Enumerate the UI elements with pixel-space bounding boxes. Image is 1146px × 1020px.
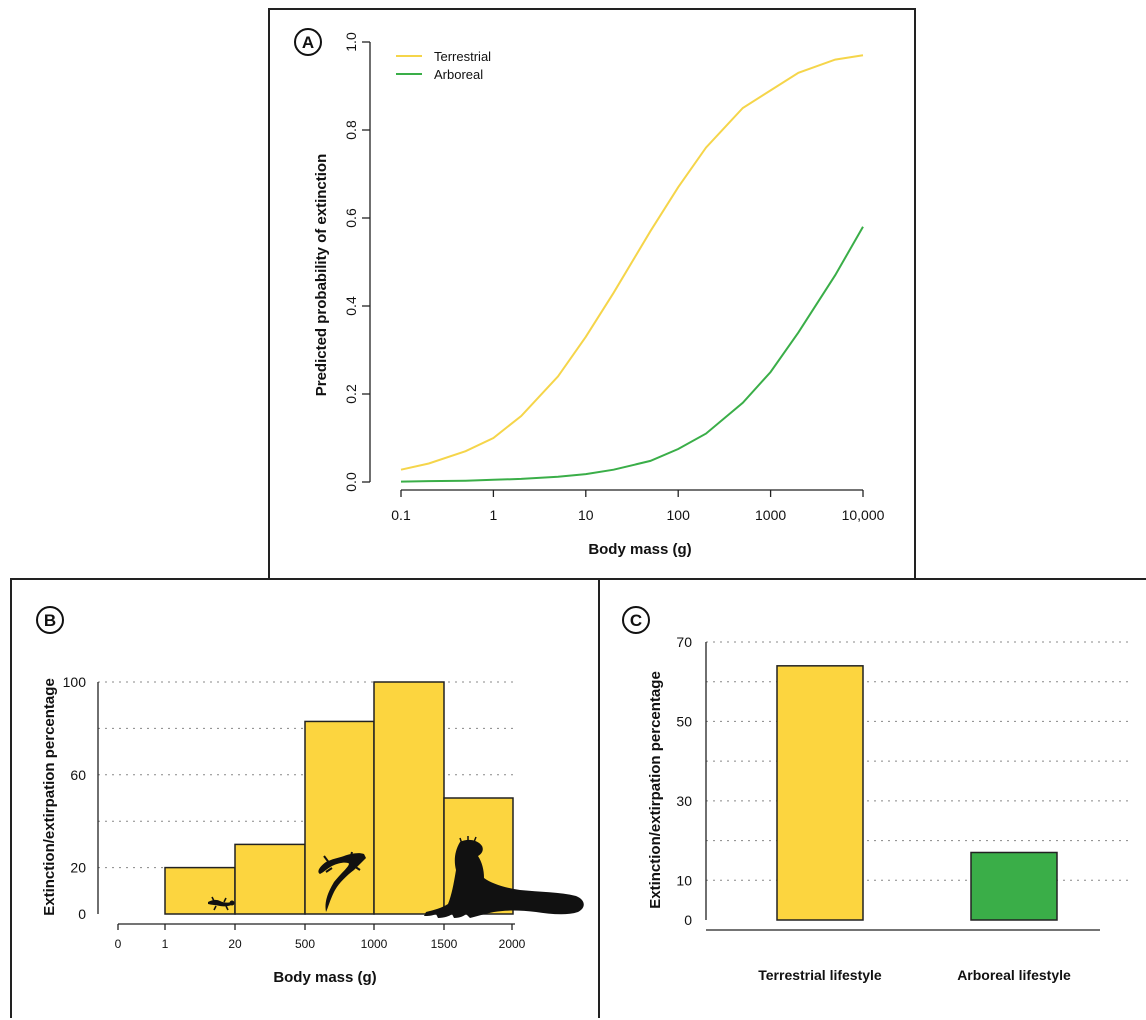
panel-b-x-tick-label: 2000 — [499, 937, 526, 951]
panel-a: A 0.0 0.2 0.4 0.6 0.8 1.0 0.1 1 10 100 1000 10,000 … — [268, 8, 916, 580]
panel-b-y-tick-label: 0 — [78, 906, 86, 922]
svg-text:B: B — [44, 611, 56, 630]
histogram-bar — [234, 843, 306, 915]
panel-b-x-tick-label: 20 — [228, 937, 242, 951]
panel-a-y-axis-title: Predicted probability of extinction — [313, 154, 330, 397]
panel-b-y-tick-label: 20 — [70, 860, 86, 876]
panel-b-x-tick-label: 500 — [295, 937, 315, 951]
lizard-silhouettes — [208, 836, 584, 918]
legend-label-terrestrial: Terrestrial — [434, 49, 491, 64]
panel-a-y-tick-label: 1.0 — [343, 32, 359, 52]
category-bar — [970, 851, 1058, 921]
panel-a-x-tick-label: 0.1 — [391, 507, 411, 523]
panel-b-x-tick-label: 1 — [162, 937, 169, 951]
panel-c-y-tick-label: 10 — [676, 872, 692, 888]
histogram-bar — [164, 866, 236, 915]
panel-a-x-tick-label: 1000 — [755, 507, 786, 523]
series-line-arboreal — [400, 226, 864, 483]
histogram-bar — [304, 720, 375, 915]
panel-a-y-tick-label: 0.6 — [343, 208, 359, 228]
panel-a-chart: A 0.00.20.40.60.81.00.1 1 10 100 1000 10,000 … — [294, 28, 885, 558]
panel-a-label: A — [294, 28, 322, 56]
panel-b-y-tick-label: 100 — [63, 674, 87, 690]
panel-c-y-tick-label: 0 — [684, 912, 692, 928]
panel-c-y-tick-label: 70 — [676, 634, 692, 650]
panel-b-x-axis-title: Body mass (g) — [273, 969, 376, 986]
iguana-silhouette-icon — [424, 836, 584, 918]
panel-a-y-tick-label: 0.4 — [343, 296, 359, 316]
panel-b-label: B — [36, 606, 64, 634]
panel-c-chart: C 0 10 30 50 70 Terrestrial lifestyle Arboreal… — [622, 606, 1132, 983]
panel-c-label: C — [622, 606, 650, 634]
panel-c: C 0 10 30 50 70 Terrestrial lifestyle Arboreal… — [598, 578, 1146, 1018]
panel-a-y-tick-label: 0.8 — [343, 120, 359, 140]
panel-b-x-tick-label: 0 — [115, 937, 122, 951]
panel-c-axes: 0 10 30 50 70 Terrestrial lifestyle Arboreal l… — [676, 634, 1100, 983]
panel-a-x-axis-title: Body mass (g) — [588, 541, 691, 558]
gecko-silhouette-icon — [208, 896, 235, 911]
panel-b-x-tick-label: 1000 — [361, 937, 388, 951]
series-line-terrestrial — [400, 54, 864, 471]
category-bar — [776, 665, 864, 921]
panel-a-x-tick-label: 10,000 — [842, 507, 885, 523]
panel-c-category-label: Arboreal lifestyle — [957, 967, 1071, 983]
panel-a-lines — [400, 54, 864, 483]
legend-label-arboreal: Arboreal — [434, 67, 483, 82]
panel-c-bars — [776, 665, 1058, 921]
panel-c-grid — [706, 641, 1132, 881]
panel-b-x-tick-label: 1500 — [431, 937, 458, 951]
panel-a-y-tick-label: 0.2 — [343, 384, 359, 404]
panel-c-y-tick-label: 30 — [676, 793, 692, 809]
panel-c-category-label: Terrestrial lifestyle — [758, 967, 882, 983]
svg-text:A: A — [302, 33, 314, 52]
panel-c-y-axis-title: Extinction/extirpation percentage — [647, 671, 664, 909]
panel-b-y-axis-title: Extinction/extirpation percentage — [41, 678, 58, 916]
histogram-bar — [373, 681, 445, 915]
svg-text:C: C — [630, 611, 642, 630]
panel-a-x-tick-label: 100 — [667, 507, 691, 523]
panel-a-axes: 0.0 0.2 0.4 0.6 0.8 1.0 0.1 1 10 100 1000 10,000 — [343, 32, 885, 523]
panel-b-y-tick-label: 60 — [70, 767, 86, 783]
panel-a-legend: Terrestrial Arboreal — [396, 49, 491, 82]
panel-a-x-tick-label: 1 — [490, 507, 498, 523]
panel-a-x-tick-label: 10 — [578, 507, 594, 523]
lizard-silhouette-icon — [318, 851, 366, 912]
panel-b: B 0 20 60 100 0 1 20 500 1000 1500 2000 Body mass … — [10, 578, 600, 1018]
panel-c-y-tick-label: 50 — [676, 713, 692, 729]
panel-a-y-tick-label: 0.0 — [343, 472, 359, 492]
